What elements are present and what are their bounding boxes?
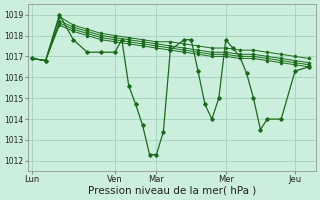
X-axis label: Pression niveau de la mer( hPa ): Pression niveau de la mer( hPa ) (88, 186, 256, 196)
